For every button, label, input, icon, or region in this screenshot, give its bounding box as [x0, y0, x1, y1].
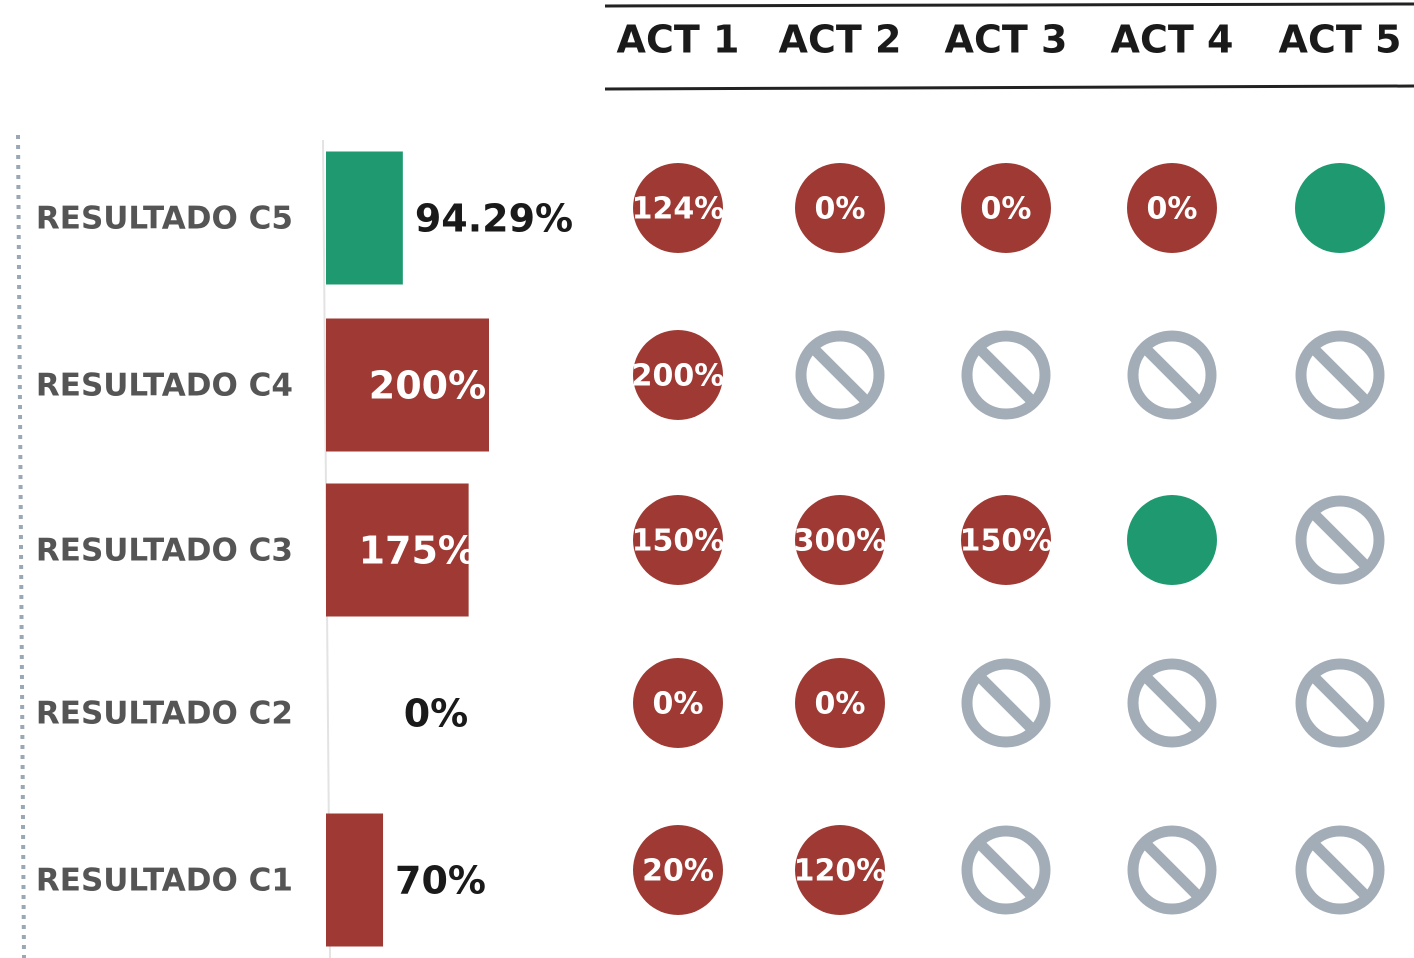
header-rule [604, 84, 1414, 91]
value-label: 0% [404, 692, 469, 736]
status-circle [1127, 495, 1217, 585]
not-applicable-slash [1309, 509, 1371, 571]
not-applicable-slash [1141, 839, 1203, 901]
status-circle [633, 825, 723, 915]
not-applicable-slash [1309, 672, 1371, 734]
bar [326, 151, 403, 285]
category-label: RESULTADO C3 [36, 533, 293, 569]
category-label: RESULTADO C1 [36, 863, 293, 899]
category-label: RESULTADO C2 [36, 696, 293, 732]
not-applicable-slash [1309, 344, 1371, 406]
status-circle [1127, 163, 1217, 253]
cell-label: 20% [642, 854, 714, 889]
not-applicable-icon [1127, 825, 1217, 915]
not-applicable-icon [1127, 658, 1217, 748]
cell-label: 0% [653, 687, 704, 722]
not-applicable-icon [1295, 495, 1385, 585]
column-header: ACT 4 [1111, 18, 1234, 62]
not-applicable-icon [1295, 658, 1385, 748]
column-header: ACT 1 [617, 18, 740, 62]
not-applicable-icon [961, 825, 1051, 915]
cell-label: 0% [1147, 192, 1198, 227]
category-label: RESULTADO C4 [36, 368, 293, 404]
status-circle [1295, 163, 1385, 253]
cell-label: 150% [632, 524, 725, 559]
not-applicable-slash [1141, 344, 1203, 406]
column-header: ACT 3 [945, 18, 1068, 62]
not-applicable-slash [1309, 839, 1371, 901]
bar [326, 318, 489, 452]
column-header: ACT 2 [779, 18, 902, 62]
cell-label: 300% [794, 524, 887, 559]
not-applicable-icon [1295, 330, 1385, 420]
status-circle [961, 495, 1051, 585]
header-rule [604, 2, 1414, 8]
column-header: ACT 5 [1279, 18, 1402, 62]
not-applicable-slash [975, 672, 1037, 734]
bar [326, 483, 469, 617]
not-applicable-icon [795, 330, 885, 420]
cell-label: 0% [815, 687, 866, 722]
not-applicable-icon [1127, 330, 1217, 420]
not-applicable-icon [1295, 825, 1385, 915]
cell-label: 124% [632, 192, 725, 227]
status-circle [961, 163, 1051, 253]
status-circle [633, 163, 723, 253]
cell-label: 120% [794, 854, 887, 889]
dotted-border [16, 134, 26, 958]
status-circle [795, 658, 885, 748]
status-circle [633, 495, 723, 585]
not-applicable-icon [961, 658, 1051, 748]
value-label: 200% [369, 364, 486, 408]
value-label: 70% [395, 859, 486, 903]
not-applicable-slash [1141, 672, 1203, 734]
not-applicable-slash [975, 839, 1037, 901]
status-circle [633, 658, 723, 748]
bar [326, 813, 384, 947]
status-circle [795, 495, 885, 585]
status-circle [795, 163, 885, 253]
not-applicable-slash [975, 344, 1037, 406]
not-applicable-slash [809, 344, 871, 406]
status-circle [795, 825, 885, 915]
status-circle [633, 330, 723, 420]
cell-label: 200% [632, 359, 725, 394]
category-label: RESULTADO C5 [36, 201, 293, 237]
value-label: 94.29% [415, 197, 573, 241]
not-applicable-icon [961, 330, 1051, 420]
cell-label: 150% [960, 524, 1053, 559]
cell-label: 0% [815, 192, 866, 227]
value-label: 175% [359, 529, 476, 573]
cell-label: 0% [981, 192, 1032, 227]
